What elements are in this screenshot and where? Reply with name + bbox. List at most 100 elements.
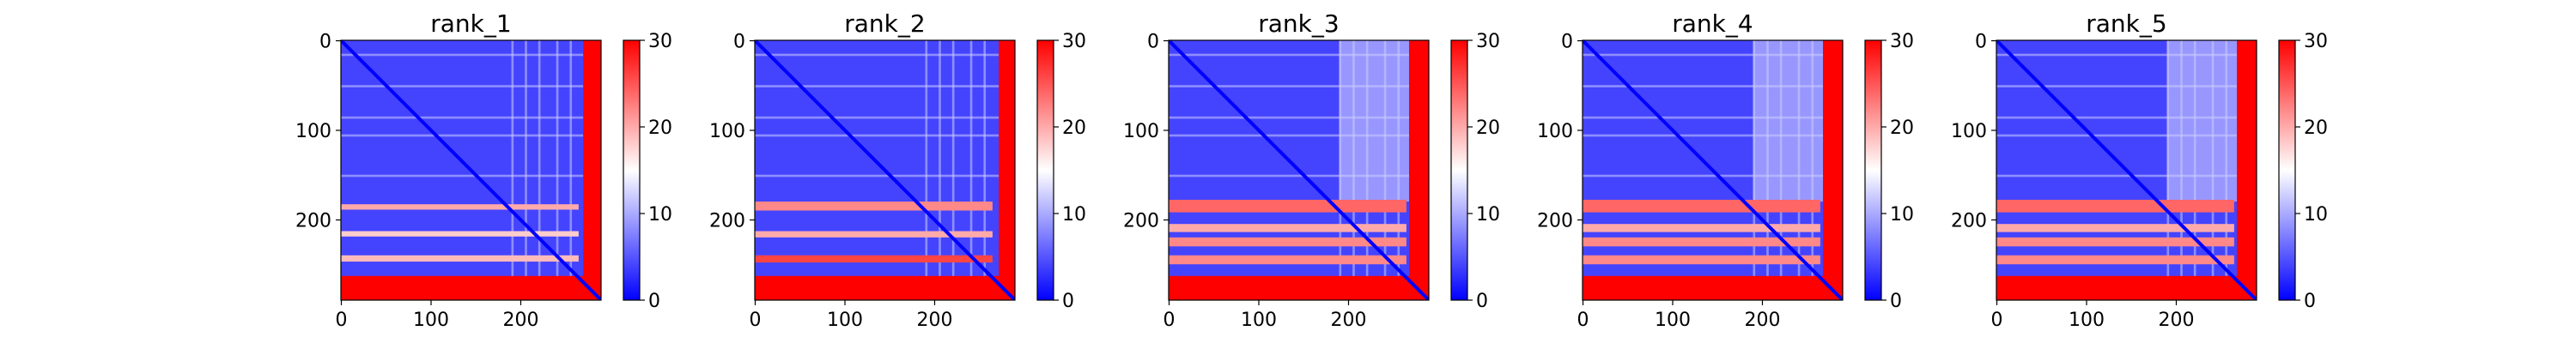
heatmap-diagonal — [341, 40, 601, 300]
heatmap-striation-col — [1383, 40, 1387, 300]
heatmap-striation-row — [1169, 174, 1429, 178]
heatmap-striation-row — [755, 134, 1015, 137]
x-tick-label: 0 — [1577, 310, 1589, 331]
heatmap-row-band — [755, 275, 1015, 300]
heatmap-panel-5: rank_5 0 100 200 0 100 200 0 10 20 30 — [1951, 9, 2328, 331]
x-tick-label: 200 — [1744, 310, 1780, 331]
heatmap-striation-row — [1169, 134, 1429, 137]
x-tick-label: 100 — [1655, 310, 1691, 331]
colorbar-tick-label: 10 — [1476, 204, 1500, 226]
y-tick-label: 100 — [1123, 121, 1159, 142]
heatmap-row-band — [1583, 275, 1843, 300]
colorbar-tick-label: 0 — [2304, 291, 2316, 312]
heatmap-striation-col — [525, 40, 527, 300]
heatmap-row-band — [341, 231, 579, 237]
heatmap-panel-2: rank_2 0 100 200 0 100 200 0 10 20 30 — [709, 9, 1086, 331]
heatmap-striation-col — [511, 40, 514, 300]
heatmap-row-band — [1996, 275, 2257, 300]
heatmap-row-band — [1169, 237, 1406, 247]
heatmap-row-band — [341, 275, 601, 300]
heatmap-row-band — [1996, 224, 2234, 232]
colorbar-tick-label: 30 — [1476, 31, 1500, 52]
heatmap-row-band — [755, 202, 993, 211]
x-tick-label: 100 — [413, 310, 449, 331]
heatmap-striation-col — [1811, 40, 1814, 300]
y-tick-label: 0 — [1561, 32, 1573, 53]
heatmap-striation-col — [1352, 40, 1355, 300]
heatmap-striation-row — [1996, 116, 2257, 119]
heatmap-striation-col — [1397, 40, 1400, 300]
heatmap-striation-row — [1583, 174, 1843, 178]
y-tick-label: 100 — [295, 121, 331, 142]
heatmap-cells — [1583, 40, 1843, 300]
colorbar-frame — [1864, 39, 1882, 301]
heatmap-panel-3: rank_3 0 100 200 0 100 200 0 10 20 30 — [1123, 9, 1500, 331]
y-tick-label: 200 — [1537, 210, 1573, 232]
heatmap-row-band — [1169, 199, 1406, 213]
heatmap-cells — [341, 40, 601, 300]
colorbar-tick-label: 20 — [1890, 117, 1914, 139]
colorbar-tick-label: 30 — [1062, 31, 1086, 52]
heatmap-striation-col — [925, 40, 928, 300]
heatmap-striation-row — [1583, 134, 1843, 137]
heatmap-diagonal — [1169, 40, 1429, 300]
heatmap-row-band — [341, 204, 579, 210]
colorbar-tick-label: 0 — [1062, 291, 1074, 312]
heatmap-striation-row — [1169, 85, 1429, 87]
colorbar-tick-label: 10 — [648, 204, 672, 226]
heatmap-striation-col — [2180, 40, 2183, 300]
heatmap-striation-row — [1169, 116, 1429, 119]
x-tick-label: 200 — [502, 310, 538, 331]
colorbar-frame — [1036, 39, 1054, 301]
colorbar-tick-label: 0 — [648, 291, 660, 312]
y-tick-label: 100 — [1537, 121, 1573, 142]
chart-title: rank_1 — [430, 9, 511, 38]
axes-frame — [340, 39, 602, 301]
heatmap-panel-1: rank_1 0 100 200 0 100 200 0 10 20 30 — [295, 9, 672, 331]
colorbar — [1037, 40, 1054, 300]
heatmap-col-band — [1823, 40, 1843, 300]
heatmap-cells — [1169, 40, 1429, 300]
heatmap-striation-col — [1779, 40, 1783, 300]
colorbar-frame — [1450, 39, 1468, 301]
heatmap-striation-row — [341, 85, 601, 87]
heatmap-striation-row — [1996, 174, 2257, 178]
heatmap-striation-col — [951, 40, 955, 300]
heatmap-diagonal — [1583, 40, 1843, 300]
heatmap-striation-row — [1583, 53, 1843, 57]
colorbar-tick-label: 20 — [648, 117, 672, 139]
heatmap-row-band — [1583, 199, 1820, 213]
y-tick-label: 0 — [733, 32, 745, 53]
axes-frame — [1996, 39, 2257, 301]
heatmap-striation-col — [1365, 40, 1369, 300]
colorbar-tick-label: 0 — [1890, 291, 1902, 312]
heatmap-row-band — [1583, 237, 1820, 247]
x-tick-label: 0 — [336, 310, 348, 331]
heatmap-striation-col — [983, 40, 987, 300]
heatmap-row-band — [1583, 224, 1820, 232]
heatmap-row-band — [341, 255, 579, 262]
colorbar-tick-label: 10 — [2304, 204, 2328, 226]
heatmap-striation-row — [1169, 53, 1429, 57]
colorbar — [1865, 40, 1881, 300]
axes-frame — [1582, 39, 1844, 301]
heatmap-cells — [1996, 40, 2257, 300]
y-tick-label: 200 — [1123, 210, 1159, 232]
heatmap-striation-col — [556, 40, 559, 300]
colorbar-tick-label: 20 — [1062, 117, 1086, 139]
heatmap-striation-row — [341, 53, 601, 57]
heatmap-striation-row — [1996, 134, 2257, 137]
heatmap-striation-row — [755, 174, 1015, 178]
heatmap-row-band — [755, 231, 993, 238]
heatmap-striation-row — [1583, 85, 1843, 87]
y-tick-label: 0 — [1975, 32, 1987, 53]
heatmap-striation-col — [939, 40, 941, 300]
heatmap-striation-col — [2193, 40, 2196, 300]
x-tick-label: 0 — [750, 310, 762, 331]
heatmap-striation-col — [569, 40, 573, 300]
x-tick-label: 100 — [2069, 310, 2105, 331]
axes-frame — [754, 39, 1016, 301]
colorbar-tick-label: 30 — [648, 31, 672, 52]
x-tick-label: 0 — [1991, 310, 2003, 331]
